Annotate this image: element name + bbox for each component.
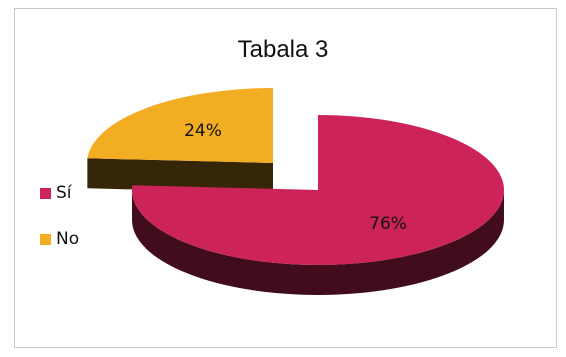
legend-item-no: No [40, 228, 79, 250]
legend-label-no: No [56, 229, 80, 249]
slice-edge-1-0 [87, 158, 273, 193]
legend-item-si: Sí [40, 182, 79, 204]
slice-wall-0 [132, 190, 504, 295]
legend-label-si: Sí [56, 183, 72, 203]
legend-swatch-si [40, 187, 51, 199]
slice-side-1 [87, 158, 273, 193]
slice-side-0 [132, 190, 504, 295]
pie-slice-0 [132, 115, 504, 265]
chart-title: Tabala 3 [237, 36, 329, 63]
data-label-0: 76% [369, 214, 407, 234]
legend-swatch-no [40, 233, 51, 245]
chart-legend: Sí No [40, 182, 79, 274]
data-label-1: 24% [184, 121, 222, 141]
pie-slice-1 [87, 88, 273, 163]
